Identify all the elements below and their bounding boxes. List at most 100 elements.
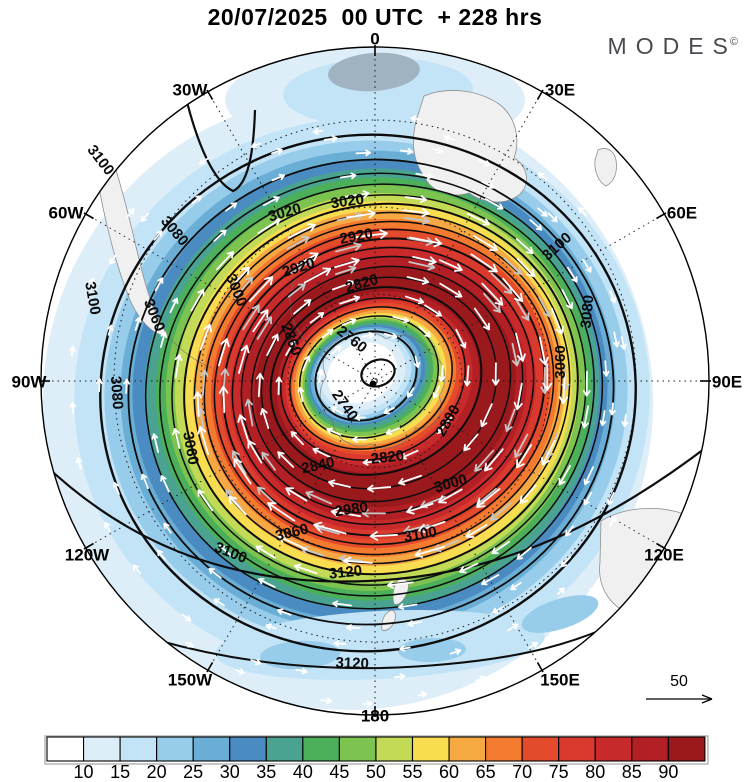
wind-arrow bbox=[256, 316, 272, 340]
colorbar-tick-label: 90 bbox=[658, 762, 678, 782]
wind-arrow bbox=[191, 195, 202, 204]
wind-arrow bbox=[197, 489, 214, 512]
wind-arrow bbox=[609, 515, 617, 527]
contour-label: 3120 bbox=[328, 562, 363, 582]
wind-arrow bbox=[330, 406, 344, 415]
colorbar-tick-label: 35 bbox=[256, 762, 276, 782]
wind-arrow bbox=[75, 457, 83, 470]
brand-copyright-icon: © bbox=[729, 36, 738, 48]
wind-arrow bbox=[140, 473, 150, 490]
wind-arrow bbox=[621, 414, 629, 428]
wind-arrow bbox=[620, 335, 627, 350]
wind-arrow bbox=[516, 444, 533, 469]
wind-arrow bbox=[506, 623, 519, 632]
colorbar-tick-label: 20 bbox=[147, 762, 167, 782]
edge-tick bbox=[536, 662, 544, 673]
wind-arrow bbox=[510, 581, 522, 591]
wind-arrow bbox=[400, 449, 419, 460]
wind-arrow bbox=[474, 449, 495, 472]
wind-arrow bbox=[418, 326, 431, 338]
colorbar-tick-label: 40 bbox=[293, 762, 313, 782]
colorbar-tick-label: 50 bbox=[366, 762, 386, 782]
wind-arrow bbox=[438, 364, 446, 382]
edge-tick bbox=[656, 542, 667, 550]
compass-label: 90W bbox=[12, 372, 48, 391]
wind-arrow bbox=[412, 255, 437, 266]
wind-arrow bbox=[581, 405, 590, 429]
wind-arrow bbox=[265, 623, 277, 630]
wind-arrow bbox=[334, 257, 360, 269]
wind-arrow bbox=[153, 230, 163, 241]
graticule-line bbox=[207, 91, 543, 671]
colorbar-segment bbox=[411, 736, 450, 762]
wind-arrow bbox=[346, 209, 376, 219]
shading-ring bbox=[398, 637, 466, 663]
wind-arrow bbox=[312, 128, 324, 135]
wind-arrow bbox=[514, 433, 529, 458]
wind-arrow bbox=[583, 466, 594, 486]
colorbar-segment bbox=[485, 736, 523, 762]
wind-arrow bbox=[169, 297, 179, 314]
wind-arrow bbox=[410, 115, 422, 123]
colorbar-segment bbox=[83, 736, 121, 762]
wind-arrow bbox=[406, 502, 434, 515]
colorbar-tick-label: 55 bbox=[402, 762, 422, 782]
wind-arrow bbox=[330, 345, 342, 355]
wind-arrow bbox=[466, 212, 490, 226]
land-shape bbox=[620, 634, 634, 649]
wind-arrow bbox=[160, 475, 170, 493]
wind-arrow bbox=[481, 574, 500, 586]
contour-line bbox=[144, 172, 604, 610]
wind-arrow bbox=[463, 365, 471, 387]
wind-flow bbox=[69, 208, 142, 575]
wind-arrow bbox=[483, 292, 501, 313]
wind-arrow bbox=[443, 134, 456, 142]
edge-tick bbox=[206, 89, 214, 100]
contour-label: 3100 bbox=[402, 523, 438, 546]
wind-arrow bbox=[492, 605, 505, 614]
wind-arrow bbox=[257, 218, 281, 234]
wind-arrow bbox=[514, 297, 530, 321]
contour-line bbox=[289, 306, 453, 450]
graticule-circle bbox=[200, 206, 550, 556]
colorbar-segment bbox=[338, 736, 377, 762]
reference-arrow-head bbox=[701, 694, 713, 704]
wind-arrow bbox=[405, 295, 425, 305]
wind-arrow bbox=[504, 408, 516, 432]
edge-tick bbox=[656, 212, 667, 220]
contour-label: 3060 bbox=[179, 430, 202, 466]
wind-arrow bbox=[172, 428, 181, 449]
contour-label: 2820 bbox=[370, 447, 405, 467]
compass-label: 150W bbox=[168, 670, 213, 689]
contour-label: 2840 bbox=[300, 454, 336, 478]
wind-arrow bbox=[234, 276, 254, 299]
wind-arrow bbox=[163, 522, 172, 534]
colorbar-tick-label: 60 bbox=[439, 762, 459, 782]
colorbar-segment bbox=[192, 736, 231, 762]
wind-arrow bbox=[231, 450, 247, 475]
colorbar-tick-label: 30 bbox=[220, 762, 240, 782]
wind-arrow bbox=[198, 156, 210, 165]
wind-arrow bbox=[355, 229, 388, 239]
wind-arrow bbox=[385, 427, 401, 436]
wind-arrow bbox=[287, 223, 316, 239]
wind-arrow bbox=[513, 382, 523, 411]
compass-label: 150E bbox=[540, 670, 580, 689]
wind-arrow bbox=[309, 312, 325, 324]
wind-arrow bbox=[333, 640, 347, 647]
wind-arrow bbox=[225, 489, 242, 509]
wind-arrow bbox=[237, 414, 250, 442]
wind-arrow bbox=[417, 691, 428, 698]
compass-label: 60E bbox=[667, 203, 697, 222]
colorbar-segment bbox=[448, 736, 487, 762]
wind-arrow bbox=[602, 360, 610, 377]
wind-arrow bbox=[88, 277, 96, 289]
colorbar-tick-label: 80 bbox=[585, 762, 605, 782]
colorbar-segment bbox=[265, 736, 304, 762]
wind-arrow bbox=[287, 283, 306, 298]
wind-arrow bbox=[367, 484, 392, 493]
wind-arrow bbox=[154, 277, 164, 292]
contour-line bbox=[231, 246, 535, 526]
wind-arrow bbox=[252, 309, 269, 333]
